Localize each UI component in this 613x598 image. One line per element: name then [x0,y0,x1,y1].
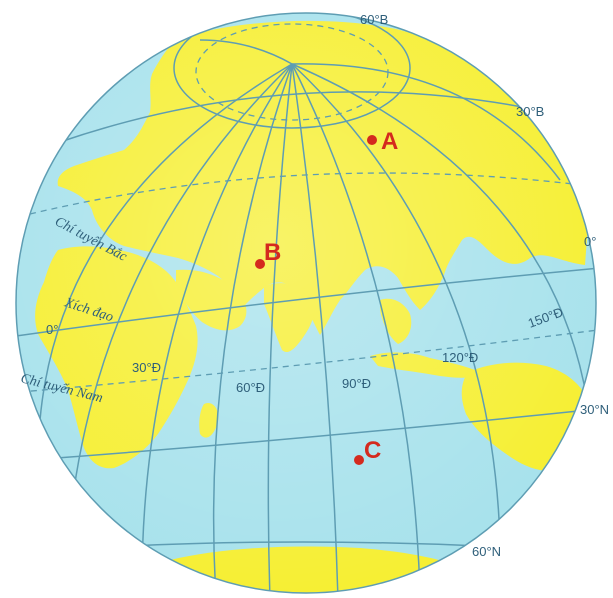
meridian-120E [291,63,421,593]
meridian-minus60 [39,63,293,421]
parallel-equator [16,267,596,337]
meridian-30E [212,63,293,593]
label-lon-60E: 60°Đ [236,380,265,395]
label-lon-90E: 90°Đ [342,376,371,391]
label-lon-30E: 30°Đ [132,360,161,375]
meridian-60E [267,63,293,593]
label-equator-deg: 0° [584,234,596,249]
meridian-90E [291,63,339,593]
meridian-150E [291,63,501,541]
meridian-180 [291,63,591,421]
point-b-marker [255,259,265,269]
point-c-marker [354,455,364,465]
point-c-label: C [364,437,381,464]
point-a-label: A [381,128,398,155]
meridian-240 [199,39,293,65]
parallel-30N [59,91,549,143]
parallel-60S [129,541,481,547]
label-lon-0: 0° [46,322,58,337]
meridian-minus30 [69,63,293,521]
meridian-210 [291,63,561,181]
parallel-60N [173,13,411,129]
parallels [16,13,596,547]
meridian-0 [141,63,293,593]
tropic-of-cancer [29,172,591,215]
parallel-30S [29,409,589,461]
label-30S: 30°N [580,402,609,417]
label-30N: 30°B [516,104,544,119]
label-lon-120E: 120°Đ [442,350,478,365]
meridians [39,39,591,593]
point-a-marker [367,135,377,145]
point-b: B [255,239,281,269]
label-60S: 60°N [472,544,501,559]
point-a: A [367,128,398,155]
label-60N: 60°B [360,12,388,27]
point-b-label: B [264,239,281,266]
point-c: C [354,437,381,465]
tropic-of-capricorn [19,329,596,393]
